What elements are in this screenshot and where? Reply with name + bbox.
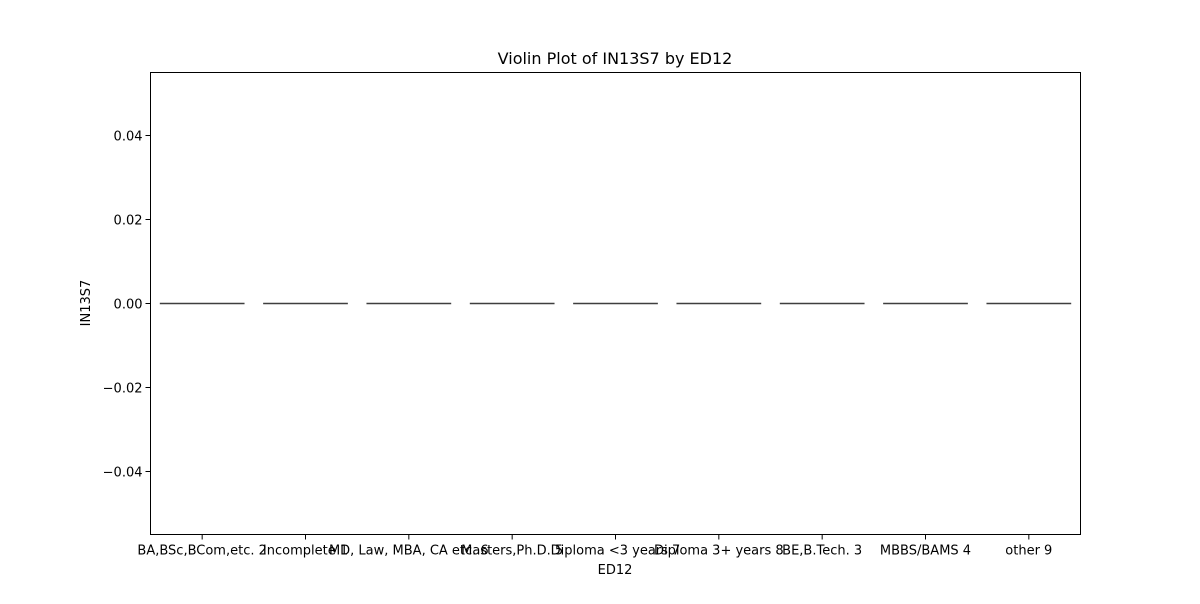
y-axis-label: IN13S7 bbox=[79, 280, 94, 327]
y-tick-label: 0.00 bbox=[114, 298, 143, 313]
x-tick-label: Diploma 3+ years 8 bbox=[654, 544, 784, 559]
x-tick-label: MD, Law, MBA, CA etc. 6 bbox=[329, 544, 489, 559]
plot-frame bbox=[150, 72, 1081, 535]
chart-title: Violin Plot of IN13S7 by ED12 bbox=[498, 49, 733, 68]
y-tick-label: −0.04 bbox=[103, 466, 143, 481]
x-tick-label: Masters,Ph.D. 5 bbox=[461, 544, 563, 559]
plot-marks: −0.04 −0.02 0.00 0.02 0.04 BA,BSc,BCom,etc. 2… bbox=[103, 130, 1072, 559]
x-axis-label: ED12 bbox=[598, 563, 633, 578]
x-tick-label: BE,B.Tech. 3 bbox=[782, 544, 862, 559]
x-tick-label: Diploma <3 years 7 bbox=[551, 544, 681, 559]
x-tick-label: MBBS/BAMS 4 bbox=[880, 544, 971, 559]
y-tick-label: −0.02 bbox=[103, 382, 143, 397]
y-tick-label: 0.04 bbox=[114, 130, 143, 145]
x-tick-label: BA,BSc,BCom,etc. 2 bbox=[137, 544, 266, 559]
x-tick-label: Incomplete 1 bbox=[263, 544, 348, 559]
x-tick-label: other 9 bbox=[1005, 544, 1052, 559]
y-tick-label: 0.02 bbox=[114, 214, 143, 229]
